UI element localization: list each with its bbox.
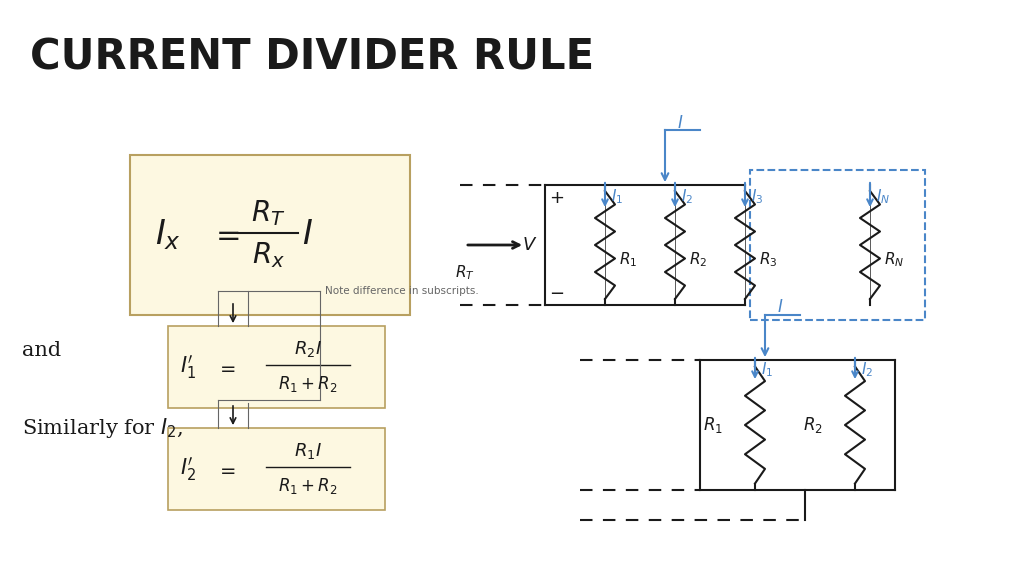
- Text: $V$: $V$: [521, 236, 537, 254]
- Text: $R_2$: $R_2$: [689, 251, 708, 270]
- Text: $I_2$: $I_2$: [861, 361, 873, 380]
- Text: Similarly for $I_2$,: Similarly for $I_2$,: [22, 416, 183, 440]
- Text: $I$: $I$: [302, 219, 313, 251]
- Text: $I_x$: $I_x$: [155, 218, 181, 252]
- Text: $R_2I$: $R_2I$: [294, 339, 322, 359]
- Bar: [168, 326, 385, 408]
- Text: $R_1$: $R_1$: [618, 251, 637, 270]
- Text: CURRENT DIVIDER RULE: CURRENT DIVIDER RULE: [30, 36, 594, 78]
- Text: $R_1$: $R_1$: [703, 415, 723, 435]
- Text: $=$: $=$: [216, 358, 237, 377]
- Text: Note difference in subscripts.: Note difference in subscripts.: [325, 286, 479, 296]
- Text: $R_3$: $R_3$: [759, 251, 777, 270]
- Text: $R_N$: $R_N$: [884, 251, 904, 270]
- Text: $R_T$: $R_T$: [251, 198, 286, 228]
- Text: $I_2$: $I_2$: [681, 188, 693, 206]
- Text: and: and: [22, 342, 61, 361]
- Text: $R_2$: $R_2$: [803, 415, 823, 435]
- Text: $=$: $=$: [210, 221, 241, 249]
- Text: $R_T$: $R_T$: [455, 263, 475, 282]
- Text: $I$: $I$: [677, 115, 683, 131]
- Text: $I_1'$: $I_1'$: [180, 353, 196, 381]
- Text: $=$: $=$: [216, 460, 237, 479]
- Bar: [168, 428, 385, 510]
- Text: $I_3$: $I_3$: [751, 188, 763, 206]
- Text: $R_1I$: $R_1I$: [294, 441, 322, 461]
- Text: $I_2'$: $I_2'$: [180, 455, 196, 483]
- Text: $I_1$: $I_1$: [761, 361, 773, 380]
- Text: $I$: $I$: [777, 300, 783, 316]
- Text: $R_1 + R_2$: $R_1 + R_2$: [279, 476, 338, 496]
- Text: $R_x$: $R_x$: [252, 240, 285, 270]
- Text: $I_N$: $I_N$: [876, 188, 890, 206]
- Bar: [750, 170, 925, 320]
- Text: $I_1$: $I_1$: [611, 188, 624, 206]
- Bar: [130, 155, 410, 315]
- Text: +: +: [549, 189, 564, 207]
- Text: $R_1 + R_2$: $R_1 + R_2$: [279, 374, 338, 394]
- Text: $-$: $-$: [549, 283, 564, 301]
